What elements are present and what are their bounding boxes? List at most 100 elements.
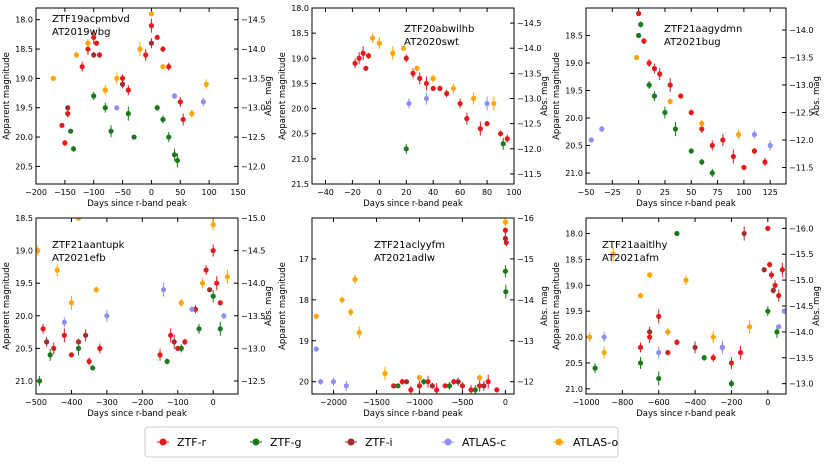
data-point (699, 121, 704, 126)
data-point (161, 287, 166, 292)
y-tick-label: 18.5 (15, 45, 33, 54)
data-point (160, 64, 165, 69)
data-point (481, 383, 486, 388)
data-point (318, 379, 323, 384)
data-point (211, 294, 216, 299)
data-point (665, 329, 670, 334)
data-point (168, 333, 173, 338)
y2-tick-label: −13.5 (517, 69, 542, 78)
legend: ZTF-r ZTF-g ZTF-i ATLAS-c ATLAS-o (145, 427, 618, 457)
data-point (711, 334, 716, 339)
data-point (638, 345, 643, 350)
y2-tick-label: −13.5 (789, 354, 814, 363)
x-axis-label: Days since r-band peak (363, 199, 463, 209)
data-point (165, 359, 170, 364)
y-tick-label: 19.0 (565, 281, 583, 290)
data-point (668, 99, 673, 104)
data-point (166, 64, 171, 69)
data-point (149, 11, 154, 16)
data-point (505, 136, 510, 141)
legend-marker (253, 439, 260, 446)
data-point (772, 283, 777, 288)
y-tick-label: 19.5 (565, 307, 583, 316)
panel-title-line: ZTF21aantupk (52, 240, 125, 251)
panel-5: −2000 −1500 −1000 −500 017181920−16−15−14−13… (278, 214, 550, 419)
data-point (408, 387, 413, 392)
y2-tick-label: −14.0 (789, 26, 814, 35)
data-point (59, 123, 64, 128)
y2-tick-label: −15.0 (241, 214, 266, 223)
x-axis-label: Days since r-band peak (636, 199, 736, 209)
y-tick-label: 20.0 (15, 312, 33, 321)
panel-title-line: ZTF21aclyyfm (374, 240, 445, 251)
data-point (94, 287, 99, 292)
data-point (137, 46, 142, 51)
x-tick-label: −800 (611, 398, 633, 407)
y2-axis-label: Abs. mag (264, 286, 274, 326)
y-tick-label: 18.5 (291, 29, 309, 38)
figure: −200 −150 −100 −50 0 50 100 15018.018.519.019.5… (0, 0, 830, 462)
x-axis-label: Days since r-band peak (636, 409, 736, 419)
data-point (377, 41, 382, 46)
y2-tick-label: −13.0 (241, 104, 266, 113)
data-point (404, 56, 409, 61)
y2-tick-label: −12.0 (241, 162, 266, 171)
y2-tick-label: −14.0 (241, 279, 266, 288)
x-tick-label: −2000 (320, 398, 347, 407)
data-point (656, 350, 661, 355)
y2-axis-label: Abs. mag (540, 76, 550, 116)
data-point (431, 86, 436, 91)
panel-title-line: ZTF21aagydmn (664, 24, 742, 35)
y2-axis-label: Abs. mag (812, 76, 822, 116)
panel-3: −50 −25 0 25 50 75 100 12518.519.019.520.020.52… (552, 8, 822, 209)
data-point (477, 375, 482, 380)
data-point (357, 330, 362, 335)
data-point (87, 359, 92, 364)
y2-tick-label: −13.5 (789, 54, 814, 63)
y-tick-label: 21.5 (291, 180, 309, 189)
data-point (114, 105, 119, 110)
data-point (503, 228, 508, 233)
data-point (175, 158, 180, 163)
data-point (414, 66, 419, 71)
x-tick-label: −400 (684, 398, 706, 407)
data-point (160, 117, 165, 122)
data-point (503, 289, 508, 294)
x-tick-label: 125 (763, 188, 778, 197)
data-point (647, 82, 652, 87)
data-point (589, 137, 594, 142)
data-point (768, 143, 773, 148)
y2-tick-label: −13.0 (517, 95, 542, 104)
data-point (776, 324, 781, 329)
data-point (780, 267, 785, 272)
data-point (189, 111, 194, 116)
panel-title-line: ZTF20abwilhb (404, 24, 474, 35)
data-point (460, 383, 465, 388)
data-point (668, 82, 673, 87)
x-tick-label: −20 (344, 188, 361, 197)
legend-label: ATLAS-o (573, 436, 618, 449)
data-point (352, 277, 357, 282)
y-tick-label: 20.5 (15, 344, 33, 353)
y-tick-label: 19.0 (15, 74, 33, 83)
legend-label: ZTF-i (365, 436, 393, 449)
x-tick-label: −100 (83, 188, 105, 197)
data-point (656, 376, 661, 381)
panel-4: −500 −400 −300 −200 −100 018.519.019.520.020.… (2, 214, 274, 419)
y2-tick-label: −15.5 (789, 250, 814, 259)
data-point (132, 134, 137, 139)
x-tick-label: 100 (506, 188, 521, 197)
data-point (473, 387, 478, 392)
y2-tick-label: −13.5 (241, 312, 266, 321)
x-tick-label: 50 (686, 188, 696, 197)
data-point (104, 313, 109, 318)
x-tick-label: 0 (503, 398, 508, 407)
y2-tick-label: −14 (517, 296, 534, 305)
data-point (97, 346, 102, 351)
y-tick-label: 17 (299, 255, 309, 264)
data-point (74, 52, 79, 57)
data-point (652, 66, 657, 71)
y2-axis-label: Abs. mag (540, 286, 550, 326)
data-point (370, 36, 375, 41)
data-point (83, 333, 88, 338)
